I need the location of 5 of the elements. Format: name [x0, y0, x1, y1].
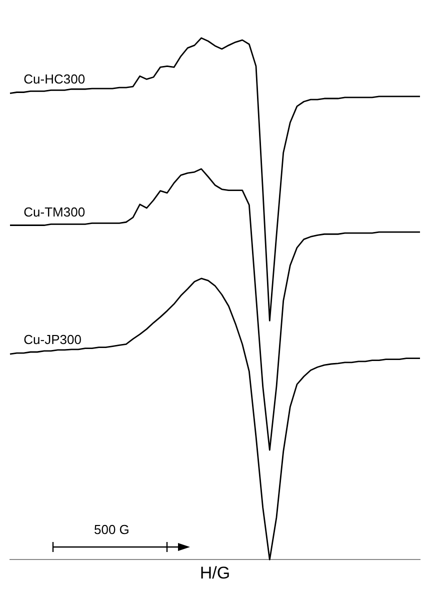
- x-axis-title: H/G: [200, 563, 230, 582]
- series-label: Cu-JP300: [24, 332, 82, 348]
- series-label: Cu-TM300: [24, 204, 86, 220]
- series-label: Cu-HC300: [24, 71, 86, 86]
- annotation: 500 G: [94, 522, 130, 537]
